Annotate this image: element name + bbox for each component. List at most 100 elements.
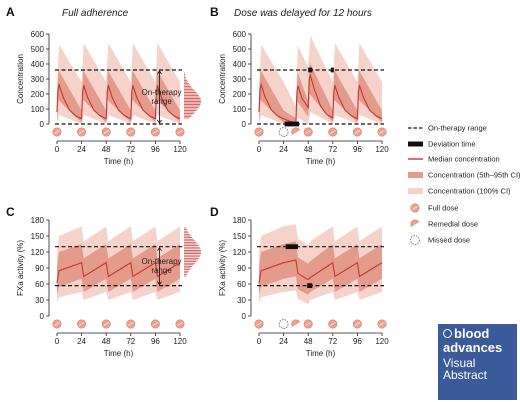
remedial-dose-icon xyxy=(291,127,300,135)
y-axis-label: FXa activity (%) xyxy=(16,240,25,296)
legend-deviation-swatch xyxy=(408,141,423,147)
y-tick-label: 100 xyxy=(31,105,45,114)
y-axis-label: Concentration xyxy=(218,54,227,104)
legend-deviation-label: Deviation time xyxy=(428,140,476,149)
full-dose-icon-score xyxy=(354,130,361,134)
panel-letter: A xyxy=(6,5,15,19)
range-annotation-line1: On-therapy xyxy=(142,257,182,266)
legend-ci100-swatch xyxy=(408,188,423,194)
arrow-head-up xyxy=(157,70,162,75)
y-tick-label: 30 xyxy=(237,296,246,305)
legend-full-icon-score xyxy=(412,206,418,210)
y-tick-label: 150 xyxy=(233,232,247,241)
y-axis-label: Concentration xyxy=(16,54,25,104)
legend-missed-icon xyxy=(410,235,420,245)
x-tick-label: 0 xyxy=(257,337,262,346)
panel-letter: B xyxy=(210,5,219,19)
y-tick-label: 400 xyxy=(233,60,247,69)
x-tick-label: 72 xyxy=(126,145,135,154)
x-tick-label: 24 xyxy=(279,145,288,154)
x-tick-label: 0 xyxy=(55,337,60,346)
x-tick-label: 96 xyxy=(353,145,362,154)
full-dose-icon-score xyxy=(103,322,109,326)
x-tick-label: 120 xyxy=(375,337,389,346)
y-tick-label: 60 xyxy=(35,280,44,289)
badge-line-1-text: blood xyxy=(454,326,490,341)
full-dose-icon-score xyxy=(305,130,311,134)
x-tick-label: 0 xyxy=(55,145,60,154)
full-dose-icon-score xyxy=(379,130,385,134)
full-dose-icon-score xyxy=(256,130,262,134)
deviation-bar xyxy=(284,121,299,127)
full-dose-icon-score xyxy=(54,322,60,326)
full-dose-icon-score xyxy=(330,130,336,134)
panel-D: D 0 30 60 90 120 150 180 FXa activity (%) 0 24 48 72… xyxy=(210,205,389,358)
median-line xyxy=(56,261,181,283)
full-dose-icon-score xyxy=(152,322,159,326)
ci-5-95-band xyxy=(259,62,382,124)
x-axis-label: Time (h) xyxy=(104,157,134,166)
badge-line-2: advances xyxy=(443,340,503,355)
full-dose-icon-score xyxy=(128,322,134,326)
panel-letter: C xyxy=(6,205,15,219)
y-tick-label: 200 xyxy=(233,90,247,99)
y-tick-label: 300 xyxy=(31,75,45,84)
x-tick-label: 120 xyxy=(173,337,187,346)
legend: On-therapy range Deviation time Median con… xyxy=(408,124,520,245)
journal-badge: blood advances Visual Abstract xyxy=(438,324,517,400)
range-annotation-line2: range xyxy=(151,97,172,106)
panel-title: Full adherence xyxy=(62,8,129,19)
arrow-head-down xyxy=(157,281,162,286)
x-axis-label: Time (h) xyxy=(306,349,336,358)
x-tick-label: 24 xyxy=(77,337,86,346)
legend-missed-label: Missed dose xyxy=(428,236,470,245)
full-dose-icon-score xyxy=(152,130,159,134)
x-tick-label: 120 xyxy=(375,145,389,154)
remedial-dose-icon xyxy=(291,319,300,327)
legend-remedial-label: Remedial dose xyxy=(428,220,478,229)
y-tick-label: 500 xyxy=(31,45,45,54)
y-tick-label: 30 xyxy=(35,296,44,305)
x-tick-label: 48 xyxy=(304,145,313,154)
ci-5-95-band xyxy=(57,70,180,124)
full-dose-icon-score xyxy=(103,130,109,134)
full-dose-icon-score xyxy=(354,322,361,326)
x-tick-label: 24 xyxy=(77,145,86,154)
legend-full-label: Full dose xyxy=(428,204,458,213)
y-tick-label: 600 xyxy=(31,30,45,39)
y-tick-label: 600 xyxy=(233,30,247,39)
y-tick-label: 300 xyxy=(233,75,247,84)
legend-ci100-label: Concentration (100% CI) xyxy=(428,187,511,196)
badge-line-3: Visual xyxy=(443,356,476,370)
x-tick-label: 24 xyxy=(279,337,288,346)
median-line xyxy=(258,259,383,283)
y-tick-label: 180 xyxy=(233,216,247,225)
x-tick-label: 96 xyxy=(353,337,362,346)
ci-5-95-band xyxy=(57,244,180,295)
y-tick-label: 0 xyxy=(40,312,45,321)
full-dose-icon-score xyxy=(379,322,385,326)
x-tick-label: 48 xyxy=(102,337,111,346)
blood-drop-icon xyxy=(443,329,452,338)
y-tick-label: 0 xyxy=(242,120,247,129)
full-dose-icon-score xyxy=(78,130,85,134)
median-line xyxy=(56,82,181,120)
full-dose-icon-score xyxy=(78,322,85,326)
deviation-bar xyxy=(330,67,334,73)
range-annotation-line2: range xyxy=(151,266,172,275)
full-dose-icon-score xyxy=(177,130,183,134)
x-tick-label: 72 xyxy=(328,145,337,154)
y-axis-label: FXa activity (%) xyxy=(218,240,227,296)
y-tick-label: 150 xyxy=(31,232,45,241)
y-tick-label: 120 xyxy=(233,248,247,257)
badge-line-4: Abstract xyxy=(443,368,488,382)
arrow-head-up xyxy=(157,246,162,251)
y-tick-label: 100 xyxy=(233,105,247,114)
y-tick-label: 0 xyxy=(242,312,247,321)
y-tick-label: 500 xyxy=(233,45,247,54)
legend-ci90-swatch xyxy=(408,172,423,178)
x-tick-label: 48 xyxy=(102,145,111,154)
panel-title: Dose was delayed for 12 hours xyxy=(234,8,372,19)
full-dose-icon-score xyxy=(305,322,311,326)
